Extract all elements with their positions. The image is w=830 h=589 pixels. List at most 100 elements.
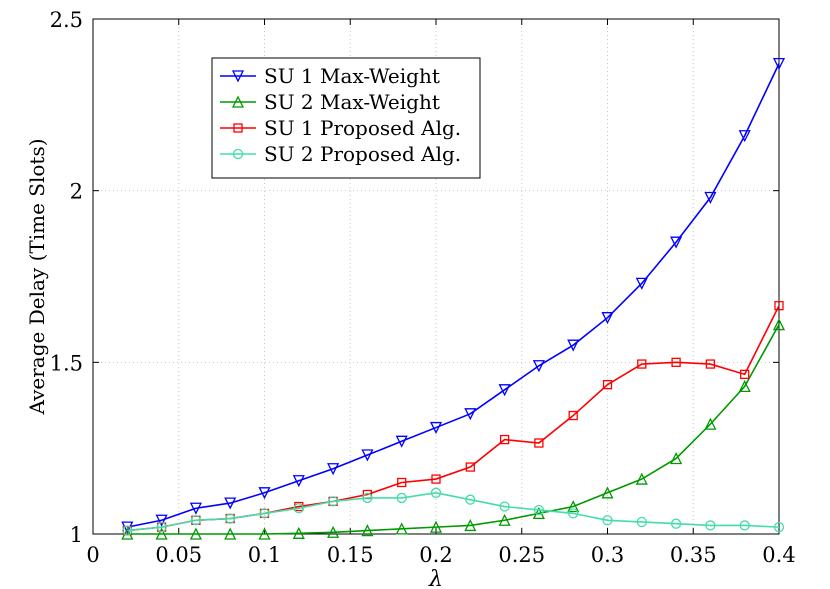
data-point xyxy=(465,494,476,505)
data-point xyxy=(738,379,751,393)
data-point xyxy=(704,417,717,430)
data-point xyxy=(327,496,339,507)
data-point xyxy=(704,191,717,204)
x-tick-label: 0.2 xyxy=(419,543,452,567)
data-point xyxy=(361,449,374,462)
data-point xyxy=(670,452,683,465)
x-tick-label: 0.35 xyxy=(670,543,717,567)
data-point xyxy=(122,525,133,536)
data-point xyxy=(327,463,340,476)
data-point xyxy=(465,462,475,472)
data-point xyxy=(568,508,579,519)
data-point xyxy=(395,522,408,535)
data-point xyxy=(189,502,202,515)
data-point xyxy=(740,369,750,380)
data-point xyxy=(431,474,441,484)
data-point xyxy=(292,475,305,488)
y-tick-label: 2.5 xyxy=(50,8,83,32)
data-point xyxy=(602,379,613,390)
legend-marker xyxy=(233,123,243,133)
x-tick-label: 0 xyxy=(86,543,99,567)
x-tick-label: 0.3 xyxy=(591,543,624,567)
legend-label: SU 1 Proposed Alg. xyxy=(264,116,461,140)
data-point xyxy=(532,360,545,373)
data-point xyxy=(636,516,647,528)
legend-box xyxy=(211,57,481,179)
data-point xyxy=(499,501,510,512)
data-point xyxy=(464,408,477,421)
data-point xyxy=(637,359,647,369)
data-point xyxy=(293,503,304,514)
data-point xyxy=(705,359,716,369)
data-point xyxy=(258,527,271,540)
data-point xyxy=(499,434,510,445)
data-point xyxy=(671,357,681,367)
data-point xyxy=(567,500,580,513)
legend-label: SU 2 Max-Weight xyxy=(264,90,440,114)
data-point xyxy=(705,520,716,531)
data-point xyxy=(498,513,511,526)
data-point xyxy=(429,421,443,435)
data-point xyxy=(155,527,168,540)
y-tick-label: 1.5 xyxy=(50,351,83,375)
data-point xyxy=(396,492,407,504)
y-tick-label: 1 xyxy=(70,523,83,547)
legend-marker xyxy=(231,70,245,83)
data-point xyxy=(430,487,442,498)
legend-label: SU 1 Max-Weight xyxy=(264,64,440,88)
data-point xyxy=(224,527,237,540)
data-point xyxy=(635,472,648,485)
x-tick-label: 0.1 xyxy=(248,543,281,567)
series-line xyxy=(127,491,780,532)
data-point xyxy=(259,508,270,519)
data-point xyxy=(602,515,613,526)
y-axis-label: Average Delay (Time Slots) xyxy=(25,138,49,415)
x-tick-label: 0.25 xyxy=(498,543,545,567)
x-tick-label: 0.05 xyxy=(155,543,202,567)
legend-label: SU 2 Proposed Alg. xyxy=(264,142,461,166)
data-point xyxy=(258,487,271,500)
series-2 xyxy=(121,318,786,540)
data-point xyxy=(533,504,545,516)
data-point xyxy=(567,339,580,352)
data-point xyxy=(292,526,305,539)
axis-ticks: 0 0.05 0.1 0.15 0.2 0.25 0.3 0.35 0.4 1 1.5 2 2.5 xyxy=(50,8,796,567)
data-point xyxy=(156,521,167,533)
series-1 xyxy=(121,57,786,534)
data-point xyxy=(361,524,374,537)
data-point xyxy=(772,318,786,331)
data-point xyxy=(670,236,683,249)
data-point xyxy=(395,435,408,448)
x-tick-label: 0.4 xyxy=(762,543,795,567)
data-point xyxy=(190,515,202,526)
data-point xyxy=(362,492,373,504)
data-point xyxy=(772,57,786,71)
x-axis-label: λ xyxy=(428,567,443,589)
data-point xyxy=(774,301,784,311)
legend-marker xyxy=(231,95,245,108)
data-point xyxy=(738,130,751,143)
data-point xyxy=(224,497,237,510)
series-line xyxy=(127,324,780,535)
data-point xyxy=(635,277,648,290)
y-tick-label: 2 xyxy=(70,180,83,204)
data-point xyxy=(155,514,168,527)
data-point xyxy=(464,518,477,532)
data-point xyxy=(739,520,750,531)
series-4 xyxy=(122,487,785,536)
data-point xyxy=(189,527,202,540)
data-point xyxy=(498,384,511,397)
series-line xyxy=(127,63,780,528)
data-point xyxy=(429,520,443,533)
legend-marker xyxy=(232,148,244,160)
data-point xyxy=(773,521,785,533)
data-point xyxy=(397,477,407,488)
x-tick-label: 0.15 xyxy=(327,543,374,567)
data-point xyxy=(225,513,236,524)
data-point xyxy=(601,486,614,499)
data-point xyxy=(601,312,614,325)
data-point xyxy=(670,518,682,529)
data-point xyxy=(568,410,578,421)
data-point xyxy=(534,438,544,448)
